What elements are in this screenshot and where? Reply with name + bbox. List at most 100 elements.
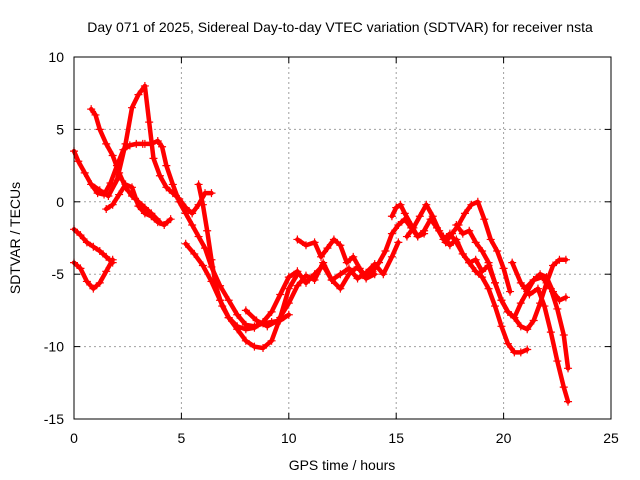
data-point (140, 209, 149, 218)
data-point (121, 139, 130, 148)
data-point (480, 215, 489, 224)
data-point (342, 258, 351, 267)
data-point (484, 258, 493, 267)
y-axis-label: SDTVAR / TECUs (7, 182, 23, 294)
data-point (207, 255, 216, 264)
data-point (134, 90, 143, 99)
series-line (454, 222, 569, 332)
data-point (486, 235, 495, 244)
data-point (471, 238, 480, 247)
data-point (224, 296, 233, 305)
data-point (102, 139, 111, 148)
data-point (241, 306, 250, 315)
data-point (115, 190, 124, 199)
data-point (549, 261, 558, 270)
data-point (301, 241, 310, 250)
y-tick-label: 0 (56, 194, 64, 210)
data-point (525, 290, 534, 299)
data-point (74, 157, 83, 166)
data-point (387, 229, 396, 238)
data-point (95, 247, 104, 256)
data-point (233, 322, 242, 331)
data-point (160, 220, 169, 229)
data-point (252, 316, 261, 325)
data-point (147, 212, 156, 221)
data-point (82, 238, 91, 247)
data-point (87, 105, 96, 114)
data-point (559, 383, 568, 392)
data-point (293, 235, 302, 244)
data-point (540, 302, 549, 311)
data-point (349, 252, 358, 261)
data-point (439, 232, 448, 241)
data-point (80, 168, 89, 177)
data-point (516, 348, 525, 357)
data-point (121, 180, 130, 189)
data-point (375, 258, 384, 267)
data-point (538, 273, 547, 282)
data-point (394, 238, 403, 247)
data-point (102, 267, 111, 276)
data-point (478, 267, 487, 276)
data-point (497, 296, 506, 305)
data-point (428, 212, 437, 221)
data-point (190, 249, 199, 258)
data-point (166, 215, 175, 224)
data-point (506, 287, 515, 296)
data-point (344, 270, 353, 279)
data-point (162, 161, 171, 170)
data-point (460, 209, 469, 218)
chart-title: Day 071 of 2025, Sidereal Day-to-day VTE… (87, 19, 593, 35)
axes: 0 5 10 15 20 25 -15 -10 -5 0 5 10 (44, 49, 619, 446)
data-point (301, 278, 310, 287)
data-point (87, 180, 96, 189)
data-point (422, 200, 431, 209)
data-point (310, 275, 319, 284)
data-point (452, 220, 461, 229)
data-point (561, 293, 570, 302)
data-point (503, 339, 512, 348)
data-point (508, 258, 517, 267)
data-point (381, 247, 390, 256)
data-point (387, 212, 396, 221)
series-track-17 (521, 273, 573, 373)
data-point (564, 397, 573, 406)
data-point (102, 205, 111, 214)
data-point (465, 226, 474, 235)
data-point (276, 290, 285, 299)
series-track-6 (102, 180, 175, 229)
data-point (293, 281, 302, 290)
data-point (211, 281, 220, 290)
data-point (362, 273, 371, 282)
data-point (250, 323, 259, 332)
data-point (415, 212, 424, 221)
data-point (452, 235, 461, 244)
data-point (207, 189, 216, 198)
data-point (546, 328, 555, 337)
data-series (70, 81, 573, 406)
data-point (89, 284, 98, 293)
data-point (387, 252, 396, 261)
y-tick-label: 10 (48, 49, 64, 65)
data-point (198, 200, 207, 209)
data-point (553, 357, 562, 366)
y-tick-label: -5 (52, 266, 65, 282)
data-point (564, 364, 573, 373)
data-point (533, 284, 542, 293)
data-point (284, 299, 293, 308)
data-point (329, 235, 338, 244)
data-point (181, 239, 190, 248)
data-point (203, 226, 212, 235)
data-point (491, 302, 500, 311)
data-point (127, 103, 136, 112)
data-point (134, 202, 143, 211)
x-tick-label: 10 (281, 430, 297, 446)
y-tick-label: -10 (44, 339, 64, 355)
data-point (224, 313, 233, 322)
data-point (108, 258, 117, 267)
data-point (155, 171, 164, 180)
data-point (95, 278, 104, 287)
data-point (529, 316, 538, 325)
data-point (82, 277, 91, 286)
